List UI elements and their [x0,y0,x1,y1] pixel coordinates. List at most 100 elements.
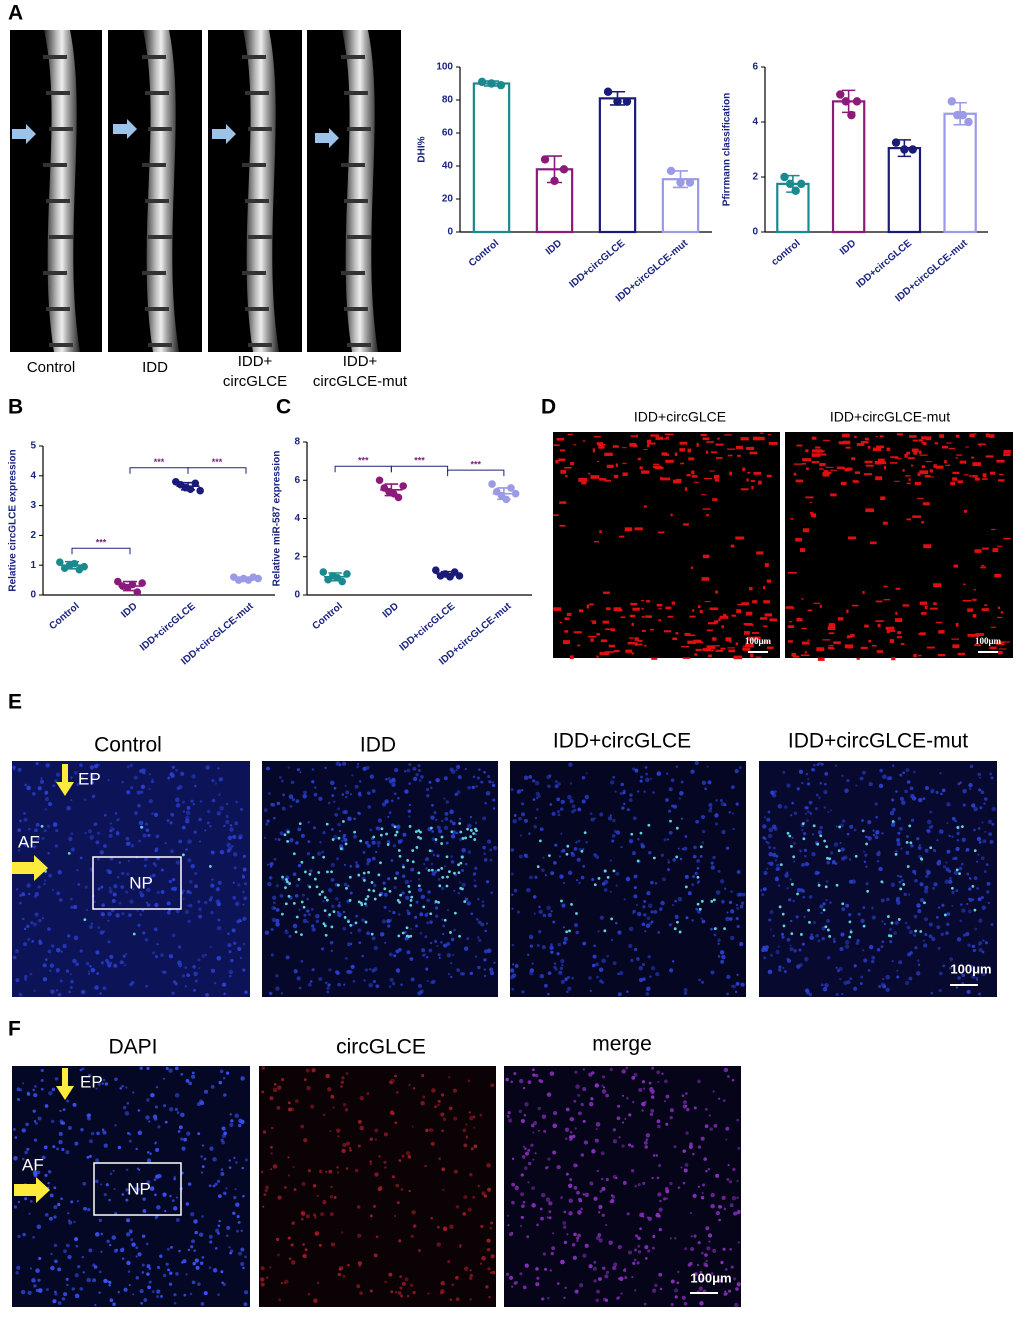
cell [387,815,390,818]
fiber [672,637,678,640]
cell [909,951,913,955]
cell [491,781,495,784]
cell [148,787,151,791]
cell [359,1125,364,1131]
cell [100,961,105,965]
cell [49,1193,54,1198]
cell [16,1265,21,1270]
cell [187,904,190,907]
cell [108,1243,112,1247]
cell [357,928,362,933]
cell [575,930,579,935]
cell [823,839,827,843]
cell [835,825,838,828]
cell [390,1081,393,1085]
cell [219,1069,224,1074]
cell [801,863,805,867]
cell [490,1083,495,1088]
cell [524,854,529,859]
cell [270,953,274,957]
cell [486,1163,491,1168]
cell [581,775,586,780]
cell [693,1234,697,1238]
fiber [715,457,723,459]
cell [176,1111,180,1114]
cell [79,856,83,860]
cell [695,907,699,911]
cell [239,807,243,811]
data-point [559,165,569,174]
cell [86,1277,92,1283]
cell [768,852,773,857]
cell [450,830,454,834]
cell [472,1195,476,1199]
fiber [953,564,959,568]
cell [475,829,478,833]
fiber [979,443,982,447]
cell [937,906,941,909]
cell [74,1293,80,1299]
cell [260,1266,265,1271]
cell [243,896,248,901]
cell [398,854,402,858]
cell [311,856,315,859]
cell [761,893,765,896]
cell [410,927,413,931]
cell [783,970,787,974]
cell [61,1147,65,1152]
cell [844,788,849,794]
cell [765,840,768,844]
cell [731,1195,737,1201]
fiber [620,616,626,619]
cell [125,890,129,894]
cell [208,898,212,902]
cell [713,1123,718,1128]
cell [669,1108,674,1113]
cell [837,849,841,853]
cell [31,1278,36,1283]
cell [52,1299,57,1304]
cell [664,1079,668,1084]
cell [218,1080,222,1085]
cell [719,950,725,955]
cell [563,1240,568,1245]
cell [983,870,987,874]
cell [901,800,906,806]
cell [98,1291,101,1294]
cell [805,772,809,776]
cell [156,890,160,895]
cell [112,892,117,897]
cell [84,831,87,835]
cell [808,992,813,997]
cell [649,777,653,780]
cell [681,1094,685,1098]
cell [426,956,429,959]
cell [913,914,918,919]
cell [571,1243,576,1247]
cell [132,932,136,936]
fiber [925,436,932,441]
cell [535,1073,539,1078]
fiber [845,446,851,449]
cell [389,977,394,983]
fiber [933,602,937,605]
cell [437,868,440,872]
fiber [634,642,638,646]
cell [547,992,550,996]
cell [595,962,599,967]
cell [442,1117,447,1121]
cell [375,984,380,989]
cell [924,933,928,936]
cell [241,890,245,894]
cell [322,900,325,903]
cell [923,888,929,894]
cell [417,884,421,888]
cell [21,1128,26,1133]
cell [740,901,745,905]
cell [683,991,688,995]
cell [45,763,50,768]
cell [732,827,735,831]
cell [76,782,80,787]
cell [86,1155,90,1159]
cell [780,932,785,936]
